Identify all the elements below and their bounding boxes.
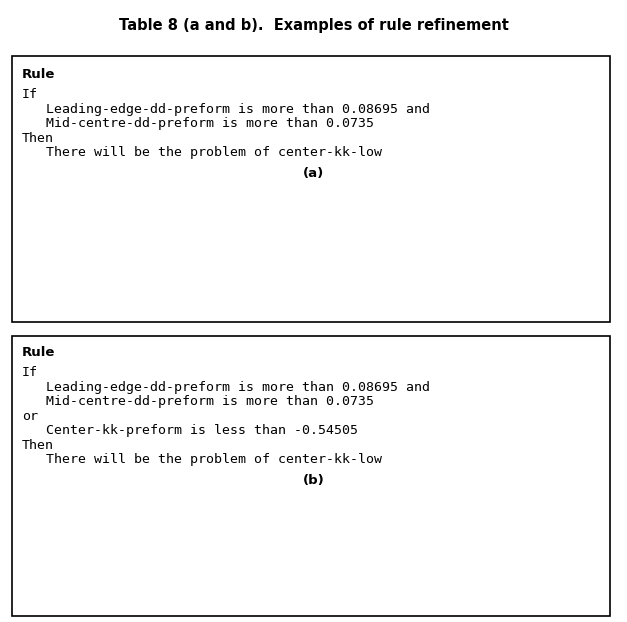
- Text: Center-kk-preform is less than -0.54505: Center-kk-preform is less than -0.54505: [22, 424, 358, 437]
- Text: Leading-edge-dd-preform is more than 0.08695 and: Leading-edge-dd-preform is more than 0.0…: [22, 381, 430, 394]
- Text: Leading-edge-dd-preform is more than 0.08695 and: Leading-edge-dd-preform is more than 0.0…: [22, 103, 430, 116]
- Text: Table 8 (a and b).  Examples of rule refinement: Table 8 (a and b). Examples of rule refi…: [119, 18, 508, 33]
- Text: Mid-centre-dd-preform is more than 0.0735: Mid-centre-dd-preform is more than 0.073…: [22, 396, 374, 408]
- Text: Mid-centre-dd-preform is more than 0.0735: Mid-centre-dd-preform is more than 0.073…: [22, 118, 374, 130]
- Text: (a): (a): [303, 167, 324, 180]
- Text: (b): (b): [303, 473, 324, 486]
- Text: Rule: Rule: [22, 346, 55, 359]
- Text: Then: Then: [22, 439, 54, 452]
- Text: If: If: [22, 88, 38, 101]
- Bar: [12, 336, 610, 616]
- Text: There will be the problem of center-kk-low: There will be the problem of center-kk-l…: [22, 146, 382, 159]
- Text: If: If: [22, 366, 38, 379]
- Text: Rule: Rule: [22, 68, 55, 81]
- Text: There will be the problem of center-kk-low: There will be the problem of center-kk-l…: [22, 453, 382, 466]
- Text: Then: Then: [22, 132, 54, 145]
- Bar: [12, 56, 610, 322]
- Text: or: or: [22, 410, 38, 423]
